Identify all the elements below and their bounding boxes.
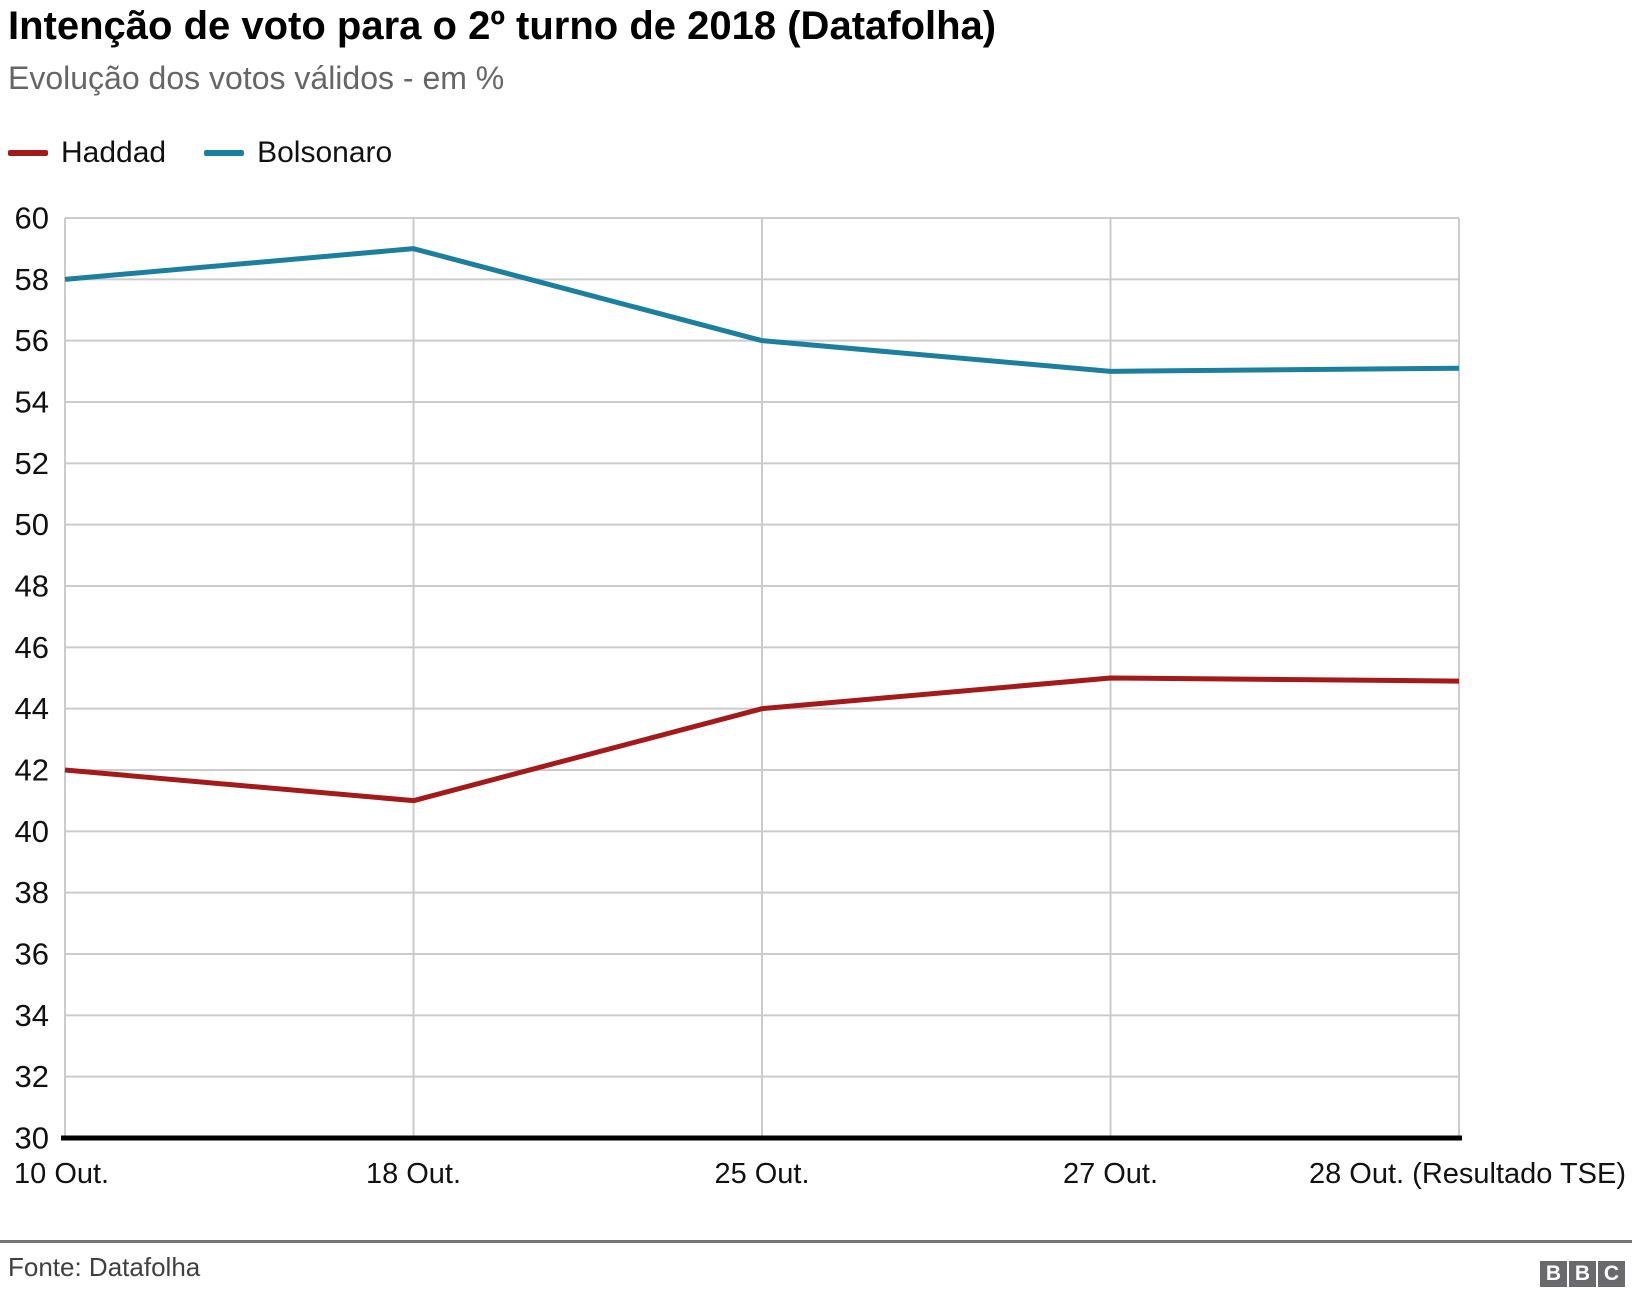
bbc-logo: B B C (1540, 1261, 1625, 1287)
y-axis-tick-label: 48 (15, 569, 49, 604)
x-axis-tick-label: 10 Out. (14, 1158, 109, 1190)
legend-label-haddad: Haddad (61, 136, 167, 169)
bbc-logo-block-c: C (1598, 1261, 1625, 1287)
legend-item-bolsonaro: Bolsonaro (204, 136, 392, 170)
bolsonaro-line-swatch (204, 150, 245, 156)
y-axis-tick-label: 46 (15, 630, 49, 665)
haddad-line-swatch (8, 150, 48, 156)
x-axis-tick-label: 28 Out. (Resultado TSE) (1309, 1158, 1626, 1190)
bbc-logo-block-b2: B (1569, 1261, 1596, 1287)
legend-label-bolsonaro: Bolsonaro (257, 136, 393, 169)
y-axis-tick-label: 38 (15, 875, 49, 910)
y-axis-tick-label: 60 (15, 201, 49, 236)
chart-title: Intenção de voto para o 2º turno de 2018… (8, 4, 997, 48)
source-text: Fonte: Datafolha (8, 1252, 201, 1282)
y-axis-tick-label: 52 (15, 446, 49, 481)
y-axis-tick-label: 32 (15, 1059, 49, 1094)
y-axis-tick-label: 42 (15, 753, 49, 788)
legend-item-haddad: Haddad (8, 136, 166, 170)
y-axis-tick-label: 34 (15, 998, 49, 1033)
chart-subtitle: Evolução dos votos válidos - em % (8, 60, 505, 96)
line-chart: 30 32 34 36 38 40 42 44 46 48 50 52 54 56 58 60 10 Out. 1… (14, 201, 1626, 1191)
y-axis-tick-label: 54 (15, 385, 49, 420)
x-axis-tick-label: 27 Out. (1063, 1158, 1158, 1190)
y-axis-tick-label: 36 (15, 937, 49, 972)
legend: Haddad Bolsonaro (8, 136, 392, 170)
x-axis-tick-label: 18 Out. (366, 1158, 461, 1190)
x-axis-tick-label: 25 Out. (714, 1158, 809, 1190)
bbc-logo-block-b1: B (1540, 1261, 1567, 1287)
series-line-bolsonaro (64, 246, 1460, 374)
series-line-haddad (64, 675, 1460, 804)
y-axis-tick-label: 50 (15, 507, 49, 542)
y-axis-tick-label: 40 (15, 814, 49, 849)
y-axis-tick-label: 30 (15, 1121, 49, 1156)
y-axis-tick-label: 44 (15, 691, 49, 726)
y-axis-tick-label: 58 (15, 262, 49, 297)
footer-divider (0, 1240, 1632, 1243)
y-axis-tick-label: 56 (15, 323, 49, 358)
